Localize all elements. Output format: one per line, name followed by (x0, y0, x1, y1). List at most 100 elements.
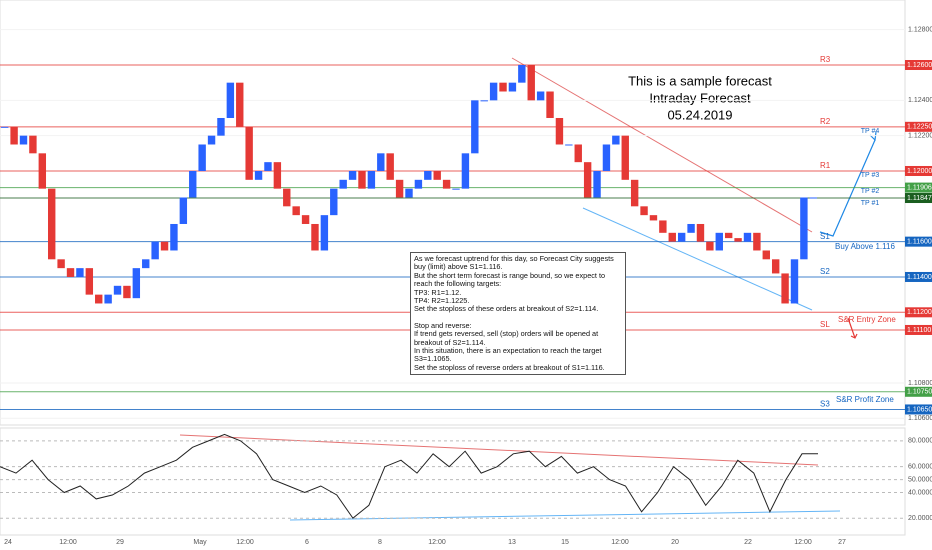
candle (405, 188, 413, 198)
candle (198, 144, 206, 171)
annotation-line: Set the stoploss of these orders at brea… (414, 304, 599, 314)
x-tick-label: 27 (838, 539, 846, 546)
candle (264, 162, 272, 171)
level-name: S3 (820, 400, 830, 409)
rsi-tick-label: 60.0000 (908, 464, 932, 471)
candle (273, 162, 282, 189)
candle (753, 232, 761, 251)
candle (621, 135, 629, 180)
candle (132, 268, 141, 299)
candle (330, 188, 338, 216)
rsi-tick-label: 50.0000 (908, 476, 932, 483)
candle (706, 241, 714, 251)
x-tick-label: 8 (378, 539, 382, 546)
candle (555, 117, 564, 145)
candle (236, 82, 244, 127)
level-label: 1.10650 (907, 406, 932, 413)
candle (734, 238, 742, 242)
candle (480, 100, 488, 102)
candle (254, 170, 263, 180)
candle (630, 179, 639, 207)
annotation-line: Set the stoploss of reverse orders at br… (414, 362, 605, 372)
arrow-head (850, 333, 858, 339)
candle (95, 294, 103, 304)
level-name: R2 (820, 117, 831, 126)
reverse-arrow (847, 317, 856, 339)
x-tick-label: 22 (744, 539, 752, 546)
candle (536, 91, 545, 101)
candle (574, 144, 582, 163)
candle (292, 206, 300, 216)
candle (151, 241, 159, 260)
candle (565, 144, 573, 146)
candle (668, 232, 676, 242)
level-label-bg (905, 271, 932, 282)
level-label: 1.12250 (907, 124, 932, 131)
candle (207, 135, 216, 145)
annotation-line: TP3: R1=1.12. (414, 287, 462, 297)
candle (612, 135, 620, 145)
candle (301, 215, 310, 224)
candle (687, 223, 695, 233)
level-label-bg (905, 307, 932, 318)
level-label-bg (905, 236, 932, 247)
candle (189, 170, 197, 198)
level-label: 1.11600 (907, 238, 932, 245)
candle (226, 82, 235, 118)
candle (790, 259, 799, 304)
candle (76, 268, 84, 277)
level-label-bg (905, 193, 932, 204)
y-tick-label: 1.10800 (908, 380, 932, 387)
candle (320, 215, 329, 251)
y-tick-label: 1.12800 (908, 27, 932, 34)
candle (696, 223, 705, 242)
level-label-bg (905, 60, 932, 71)
note: TP #1 (861, 200, 880, 207)
candle (602, 144, 611, 171)
annotation-box: As we forecast uptrend for this day, so … (410, 252, 626, 376)
candle (771, 259, 780, 274)
candle (85, 268, 94, 295)
rsi-tick-label: 80.0000 (908, 438, 932, 445)
candle (781, 273, 789, 304)
note: S&R Entry Zone (838, 315, 896, 324)
level-label: 1.11200 (907, 309, 932, 316)
candle (715, 232, 723, 251)
candle (499, 82, 507, 92)
candle (113, 285, 122, 295)
candle (800, 197, 808, 260)
candle (489, 82, 498, 101)
forecast-date: 05.24.2019 (667, 107, 732, 122)
trend-line (582, 207, 813, 311)
annotation-line: If trend gets reversed, sell (stop) orde… (414, 329, 599, 347)
candle (508, 82, 517, 92)
candle (367, 170, 376, 189)
candle (583, 162, 592, 198)
candle (29, 135, 37, 154)
level-label-bg (905, 182, 932, 193)
candle (38, 153, 47, 189)
note: TP #4 (861, 128, 880, 135)
rsi-tick-label: 40.0000 (908, 489, 932, 496)
candle (123, 285, 131, 299)
candle (433, 170, 441, 180)
forecast-subtitle: Intraday Forecast (649, 90, 751, 105)
candle (452, 188, 460, 190)
level-label: 1.10750 (907, 389, 932, 396)
trend-line (511, 57, 813, 233)
level-name: S2 (820, 267, 830, 276)
level-label: 1.12000 (907, 168, 932, 175)
x-tick-label: 12:00 (236, 539, 254, 546)
rsi-trend-line (179, 434, 819, 466)
rsi-tick-label: 20.0000 (908, 515, 932, 522)
candle (142, 259, 150, 269)
x-tick-label: 15 (561, 539, 569, 546)
candle (762, 250, 770, 260)
x-tick-label: 12:00 (794, 539, 812, 546)
candle (593, 170, 601, 198)
rsi-line (0, 433, 818, 519)
rsi-pane (0, 427, 906, 536)
candle (283, 188, 291, 207)
level-label: 1.12600 (907, 62, 932, 69)
